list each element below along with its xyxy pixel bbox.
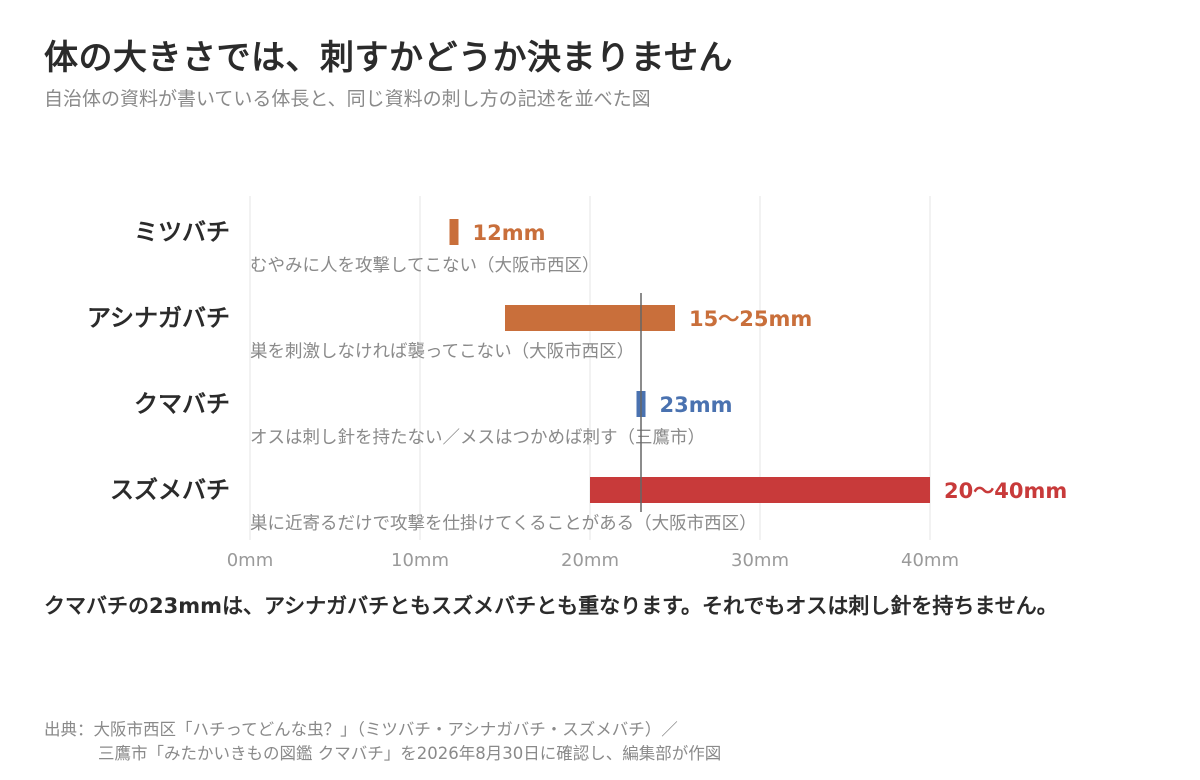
behavior-note: 巣に近寄るだけで攻撃を仕掛けてくることがある（大阪市西区） xyxy=(250,514,757,534)
source-note: 出典：大阪市西区「ハチってどんな虫？」（ミツバチ・アシナガバチ・スズメバチ）／ … xyxy=(44,718,721,766)
chart-subtitle: 自治体の資料が書いている体長と、同じ資料の刺し方の記述を並べた図 xyxy=(44,88,651,110)
value-label: 15〜25mm xyxy=(689,307,812,331)
x-tick-label: 10mm xyxy=(391,550,449,571)
source-line-2: 三鷹市「みたかいきもの図鑑 クマバチ」を2026年8月30日に確認し、編集部が作… xyxy=(98,744,722,763)
category-label: スズメバチ xyxy=(110,476,230,504)
takeaway-text: クマバチの23mmは、アシナガバチともスズメバチとも重なります。それでもオスは刺… xyxy=(44,594,1058,618)
behavior-note: オスは刺し針を持たない／メスはつかめば刺す（三鷹市） xyxy=(250,427,705,448)
value-label: 12mm xyxy=(473,221,546,245)
value-label: 20〜40mm xyxy=(944,479,1067,503)
source-line-1: 出典：大阪市西区「ハチってどんな虫？」（ミツバチ・アシナガバチ・スズメバチ）／ xyxy=(44,720,678,739)
range-bar xyxy=(590,477,930,503)
x-tick-label: 30mm xyxy=(731,550,789,571)
x-tick-label: 0mm xyxy=(227,550,274,571)
range-bar xyxy=(505,305,675,331)
range-bar-chart: 0mm 10mm 20mm 30mm 40mm ミツバチ 12mm むやみに人を攻撃してこない… xyxy=(87,196,1067,571)
behavior-note: 巣を刺激しなければ襲ってこない（大阪市西区） xyxy=(250,342,634,362)
chart-title: 体の大きさでは、刺すかどうか決まりません xyxy=(44,38,733,78)
category-label: アシナガバチ xyxy=(87,304,230,332)
category-label: ミツバチ xyxy=(134,218,230,246)
value-label: 23mm xyxy=(660,393,733,417)
x-tick-label: 40mm xyxy=(901,550,959,571)
behavior-note: むやみに人を攻撃してこない（大阪市西区） xyxy=(250,256,599,276)
range-bar xyxy=(449,219,459,245)
x-tick-label: 20mm xyxy=(561,550,619,571)
category-label: クマバチ xyxy=(134,390,230,418)
